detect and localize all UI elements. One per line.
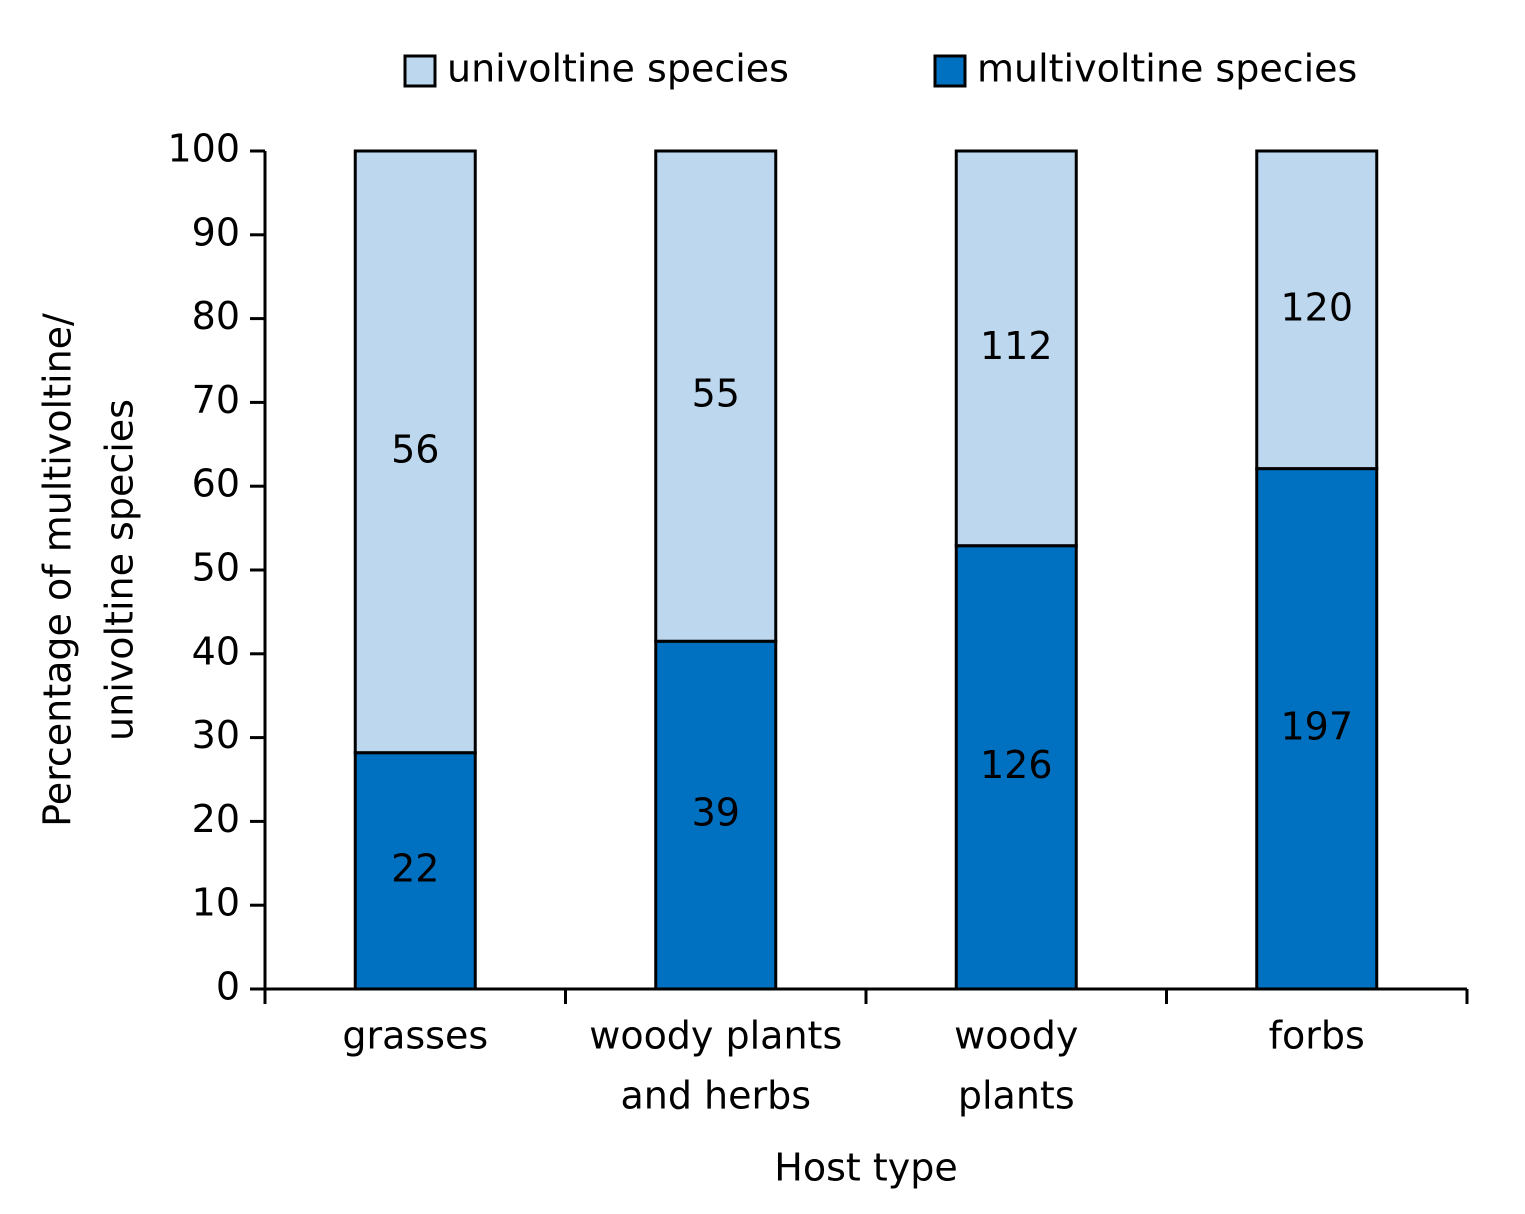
y-tick-label: 10 — [192, 881, 240, 925]
bar-segment — [353, 149, 477, 755]
y-tick-label: 40 — [192, 629, 240, 673]
y-tick-label: 20 — [192, 797, 240, 841]
x-tick-label: plants — [958, 1074, 1075, 1118]
bar-segment — [654, 149, 778, 643]
y-tick-label: 30 — [192, 713, 240, 757]
legend-swatch — [403, 54, 437, 88]
data-label: 56 — [391, 427, 439, 471]
x-tick-label: woody plants — [589, 1014, 842, 1058]
data-label: 197 — [1280, 704, 1353, 748]
y-tick-label: 80 — [192, 294, 240, 338]
bar-segment — [954, 149, 1078, 548]
data-label: 39 — [692, 791, 740, 835]
x-tick-label: grasses — [342, 1014, 488, 1058]
y-tick-label: 60 — [192, 462, 240, 506]
legend-swatch — [933, 54, 967, 88]
data-label: 22 — [391, 846, 439, 890]
y-axis-label-line: univoltine species — [98, 399, 142, 741]
x-axis-label: Host type — [774, 1146, 958, 1190]
x-tick-label: and herbs — [620, 1074, 811, 1118]
data-label: 55 — [692, 372, 740, 416]
y-axis-label: Percentage of multivoltine/ univoltine s… — [36, 313, 142, 827]
x-tick-label: forbs — [1269, 1014, 1365, 1058]
bar-segment — [1255, 149, 1379, 471]
bar-segment — [353, 751, 477, 991]
y-tick-label: 0 — [216, 965, 240, 1009]
y-tick-label: 100 — [167, 127, 240, 171]
data-label: 112 — [980, 324, 1053, 368]
y-axis-label-line: Percentage of multivoltine/ — [36, 313, 80, 827]
bar-segment — [954, 544, 1078, 991]
y-tick-label: 70 — [192, 378, 240, 422]
data-label: 120 — [1280, 285, 1353, 329]
y-tick-label: 50 — [192, 546, 240, 590]
legend-label: univoltine species — [447, 47, 789, 91]
legend-label: multivoltine species — [977, 47, 1357, 91]
x-tick-label: woody — [954, 1014, 1078, 1058]
y-tick-label: 90 — [192, 210, 240, 254]
data-label: 126 — [980, 743, 1053, 787]
bar-segment — [654, 639, 778, 991]
